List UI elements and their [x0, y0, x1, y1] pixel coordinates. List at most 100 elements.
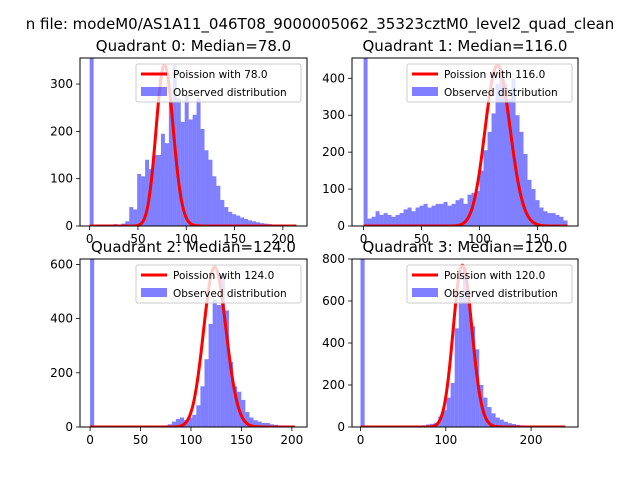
histogram-bar — [519, 131, 524, 226]
histogram-bar — [208, 159, 213, 226]
legend-label-bars: Observed distribution — [173, 288, 287, 300]
histogram-bar — [543, 211, 548, 226]
histogram-bar — [252, 221, 256, 226]
histogram-bar — [212, 299, 217, 427]
x-tick-label: 200 — [280, 433, 303, 447]
histogram-bar — [459, 198, 464, 226]
histogram-bar — [196, 98, 201, 226]
histogram-bar — [216, 305, 221, 427]
histogram-bar — [249, 417, 254, 427]
legend: Poission with 78.0 Observed distribution — [135, 63, 302, 103]
histogram-bar — [232, 214, 237, 226]
histogram-bar — [547, 213, 552, 226]
x-tick-label: 0 — [360, 232, 368, 246]
histogram-bar — [451, 203, 456, 226]
y-tick-label: 600 — [50, 257, 73, 271]
histogram-bar — [487, 407, 492, 427]
histogram-bar — [399, 213, 404, 226]
poisson-curve — [89, 63, 297, 226]
histogram-bar — [253, 420, 258, 427]
histogram-bar — [216, 185, 221, 226]
histogram-bar — [435, 203, 440, 226]
histogram-bar — [487, 131, 492, 226]
histogram-bar — [208, 324, 213, 427]
histogram-bar — [539, 207, 544, 226]
histogram-bar — [475, 190, 480, 226]
histogram-bar — [141, 176, 146, 226]
histogram-bar — [156, 155, 161, 226]
panel-quadrant-1: 0 50 100 150 0 100 200 300 400 Quadrant 1: Median… — [322, 37, 579, 246]
histogram-bar — [403, 209, 408, 226]
histogram-bar — [196, 405, 201, 427]
histogram-bar — [153, 155, 157, 226]
x-tick-label: 150 — [223, 232, 246, 246]
x-tick-label: 100 — [434, 433, 457, 447]
histogram-bar — [204, 150, 209, 226]
legend-label-curve: Poission with 116.0 — [444, 69, 545, 81]
y-tick-label: 200 — [50, 366, 73, 380]
histogram-bar — [229, 361, 234, 427]
histogram-bar — [563, 220, 568, 226]
plot-area — [363, 58, 568, 226]
histogram-bar — [483, 150, 488, 226]
histogram-bar — [204, 359, 209, 427]
histogram-bar — [220, 199, 225, 226]
histogram-bar — [427, 207, 432, 226]
x-tick-label: 0 — [86, 433, 94, 447]
histogram-bar — [454, 328, 459, 427]
histogram-bar — [164, 143, 169, 226]
histogram-bar — [363, 58, 368, 226]
histogram-bar — [245, 412, 250, 427]
histogram-bar — [462, 267, 467, 427]
x-tick-label: 50 — [133, 433, 148, 447]
legend-label-curve: Poission with 120.0 — [444, 270, 545, 282]
legend-box — [135, 264, 302, 304]
histogram-bar — [491, 113, 496, 226]
histogram-bar — [439, 203, 444, 226]
histogram-bar — [129, 207, 134, 226]
histogram-bar — [523, 154, 528, 226]
x-tick-label: 150 — [526, 232, 549, 246]
x-tick-label: 0 — [86, 232, 94, 246]
histogram-bar — [180, 121, 185, 226]
histogram-bar — [200, 128, 205, 226]
y-tick-label: 0 — [65, 219, 73, 233]
histogram-bar — [233, 386, 238, 427]
histogram-bar — [89, 58, 94, 226]
y-tick-label: 0 — [65, 420, 73, 434]
histogram-bar — [228, 211, 233, 226]
histogram-bar — [220, 275, 225, 427]
y-tick-label: 300 — [322, 108, 345, 122]
legend-label-bars: Observed distribution — [173, 87, 287, 99]
legend: Poission with 124.0 Observed distribution — [135, 264, 302, 304]
histogram-bar — [499, 419, 504, 427]
axes-frame — [79, 258, 308, 428]
figure-suptitle: n file: modeM0/AS1A11_046T08_9000005062_… — [26, 15, 615, 34]
histogram-bar — [255, 222, 260, 226]
legend: Poission with 120.0 Observed distribution — [406, 264, 573, 304]
histogram-bar — [415, 207, 420, 226]
histogram-bar — [507, 98, 512, 226]
histogram-bar — [495, 417, 500, 427]
histogram-bar — [531, 189, 536, 226]
histogram-bar — [442, 410, 447, 427]
histogram-bar — [236, 215, 241, 226]
histogram-bar — [407, 207, 412, 226]
histogram-bar — [375, 211, 380, 226]
x-tick-label: 200 — [520, 433, 543, 447]
histogram-bar — [125, 221, 130, 226]
axes-frame — [351, 57, 579, 227]
histogram-bar — [559, 216, 564, 226]
histogram-bar — [447, 205, 452, 226]
histogram-bar — [149, 169, 154, 226]
histogram-bar — [188, 417, 193, 427]
legend-bar-swatch — [412, 288, 438, 297]
histogram-bar — [176, 98, 181, 226]
y-tick-label: 400 — [322, 71, 345, 85]
histogram-bar — [137, 173, 142, 226]
histogram-bar — [499, 70, 504, 226]
histogram-bar — [483, 397, 488, 427]
histogram-bar — [535, 200, 540, 226]
legend: Poission with 116.0 Observed distribution — [406, 63, 573, 103]
